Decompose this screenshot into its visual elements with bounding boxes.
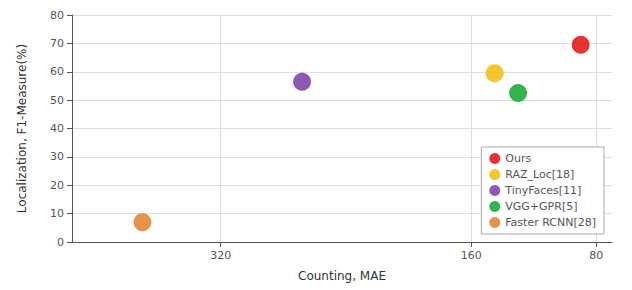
svg-text:TinyFaces[11]: TinyFaces[11] bbox=[504, 184, 581, 197]
svg-text:Counting, MAE: Counting, MAE bbox=[298, 269, 386, 283]
svg-text:30: 30 bbox=[50, 150, 64, 163]
svg-text:40: 40 bbox=[50, 122, 64, 135]
svg-text:Localization, F1-Measure(%): Localization, F1-Measure(%) bbox=[15, 44, 29, 213]
svg-text:80: 80 bbox=[50, 9, 64, 22]
svg-text:20: 20 bbox=[50, 179, 64, 192]
svg-text:VGG+GPR[5]: VGG+GPR[5] bbox=[505, 200, 577, 213]
svg-text:Faster RCNN[28]: Faster RCNN[28] bbox=[505, 216, 596, 229]
svg-text:320: 320 bbox=[210, 249, 231, 262]
svg-text:50: 50 bbox=[50, 94, 64, 107]
svg-text:80: 80 bbox=[589, 249, 603, 262]
svg-text:Ours: Ours bbox=[505, 152, 531, 165]
svg-text:70: 70 bbox=[50, 37, 64, 50]
svg-text:10: 10 bbox=[50, 207, 64, 220]
svg-text:RAZ_Loc[18]: RAZ_Loc[18] bbox=[505, 168, 574, 181]
svg-text:160: 160 bbox=[461, 249, 482, 262]
svg-text:60: 60 bbox=[50, 65, 64, 78]
svg-text:0: 0 bbox=[57, 236, 64, 249]
